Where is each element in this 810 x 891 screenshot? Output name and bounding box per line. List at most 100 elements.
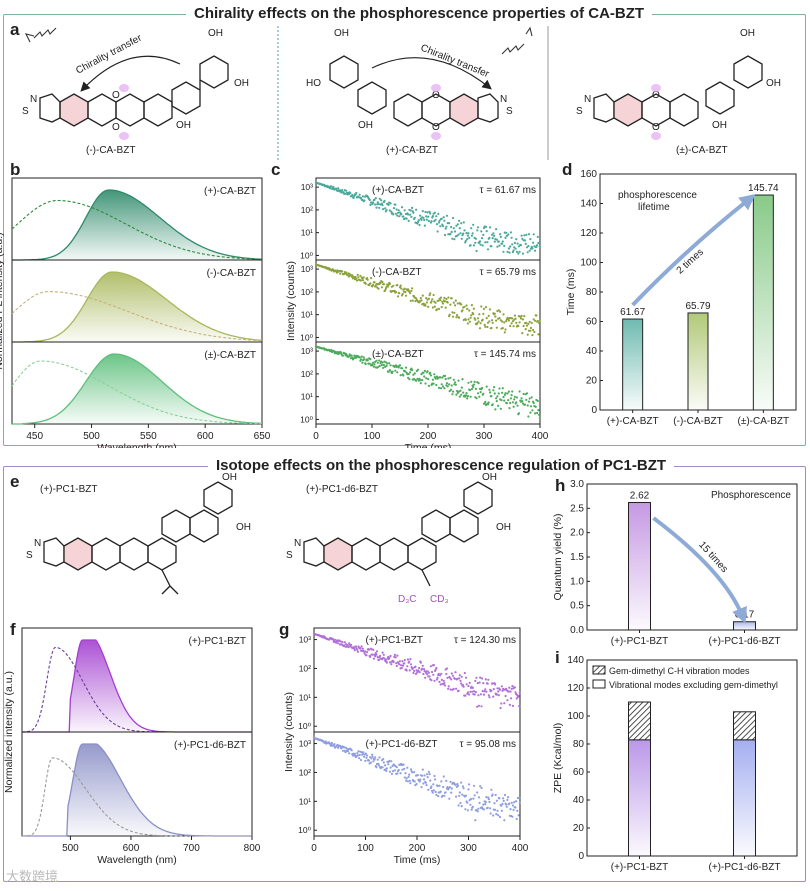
category-label: (-)-CA-BZT xyxy=(673,416,722,427)
atom-n1: N xyxy=(30,94,37,105)
y-tick-label: 40 xyxy=(586,346,598,357)
y-axis-label: Intensity (counts) xyxy=(283,692,295,772)
y-tick-label: 10⁰ xyxy=(298,825,311,835)
y-tick-label: 1.0 xyxy=(570,576,584,587)
bar-1 xyxy=(733,621,756,631)
y-tick-label: 10¹ xyxy=(301,392,313,402)
y-tick-label: 120 xyxy=(567,683,584,694)
y-tick-label: 40 xyxy=(573,795,585,806)
y-tick-label: 160 xyxy=(580,169,597,180)
category-label: (±)-CA-BZT xyxy=(738,416,790,427)
atom-s1: S xyxy=(22,106,29,117)
x-tick-label: 650 xyxy=(254,431,270,442)
atom-ho-mid2: HO xyxy=(306,78,321,89)
excitation-line-2 xyxy=(11,360,263,425)
y-tick-label: 1.5 xyxy=(570,552,584,563)
decay-points-0 xyxy=(312,632,521,710)
x-tick-label: 700 xyxy=(183,843,200,854)
atom-oh-e4: OH xyxy=(496,522,511,533)
bar-value-label-0: 61.67 xyxy=(620,307,645,318)
molecule-rac-ca-bzt xyxy=(593,55,763,127)
cd3-left: D₃C xyxy=(398,594,417,605)
bar-1 xyxy=(687,312,709,411)
x-tick-label: 300 xyxy=(476,431,493,442)
decay-label-1: (-)-CA-BZT xyxy=(372,267,421,278)
y-tick-label: 10¹ xyxy=(301,310,313,320)
series-label-1: (+)-PC1-d6-BZT xyxy=(174,740,246,751)
bar-0 xyxy=(628,501,651,631)
bar-value-label-0: 2.62 xyxy=(630,490,650,501)
y-tick-label: 0.0 xyxy=(570,625,584,636)
atom-o-right2: O xyxy=(652,122,660,133)
atom-s-e2: S xyxy=(286,550,293,561)
y-tick-label: 10⁰ xyxy=(300,250,313,260)
x-tick-label: 500 xyxy=(62,843,79,854)
panel-f-chart: (+)-PC1-BZT (+)-PC1-d6-BZT 500 600 700 800 Wav… xyxy=(3,627,261,866)
decay-points-1 xyxy=(314,263,541,337)
section1-title: Chirality effects on the phosphorescence… xyxy=(186,5,653,22)
decay-label-1: (+)-PC1-d6-BZT xyxy=(366,739,438,750)
legend-swatch-plain xyxy=(592,679,606,689)
series-label-0: (+)-CA-BZT xyxy=(204,186,256,197)
emission-line-1 xyxy=(12,271,263,343)
category-label: (+)-CA-BZT xyxy=(607,416,659,427)
x-tick-label: 500 xyxy=(83,431,100,442)
atom-oh-right3: OH xyxy=(712,120,727,131)
y-tick-label: 3.0 xyxy=(570,479,584,490)
atom-n-e2: N xyxy=(294,538,301,549)
x-tick-label: 100 xyxy=(364,431,381,442)
panel-a-structures: O O N S OH OH OH Chirality transfer OH H… xyxy=(22,26,781,160)
atom-oh1: OH xyxy=(208,28,223,39)
category-label: (+)-PC1-d6-BZT xyxy=(709,636,781,647)
x-tick-label: 200 xyxy=(409,843,426,854)
y-tick-label: 10² xyxy=(301,287,313,297)
lone-pair-icon xyxy=(119,132,129,140)
atom-oh-right2: OH xyxy=(766,78,781,89)
legend-plain-label: Vibrational modes excluding gem-dimethyl xyxy=(609,680,778,690)
panel-c-chart: 10⁰ 10¹ 10² 10³ (+)-CA-BZT τ = 61.67 ms 10⁰ 10¹… xyxy=(285,177,549,448)
panel-letter-e: e xyxy=(10,472,20,491)
y-tick-label: 10³ xyxy=(301,182,313,192)
cd3-right: CD₃ xyxy=(430,594,449,605)
panel-letter-d: d xyxy=(562,160,573,179)
series-label-2: (±)-CA-BZT xyxy=(204,350,256,361)
y-tick-label: 60 xyxy=(586,317,598,328)
atom-o-right1: O xyxy=(652,90,660,101)
atom-n-e1: N xyxy=(34,538,41,549)
emission-fill-0 xyxy=(22,640,252,732)
panel-g-chart: 10⁰ 10¹ 10² 10³ (+)-PC1-BZT τ = 124.30 ms 10⁰ 1… xyxy=(283,627,529,866)
panel-letter-b: b xyxy=(10,160,21,179)
emission-line-0 xyxy=(12,189,263,261)
y-tick-label: 20 xyxy=(586,376,598,387)
atom-oh-mid3: OH xyxy=(358,120,373,131)
panel-letter-h: h xyxy=(555,476,566,495)
atom-n-mid: N xyxy=(500,94,507,105)
excitation-line-0 xyxy=(21,646,252,733)
x-tick-label: 600 xyxy=(197,431,214,442)
trend-arrow xyxy=(652,516,747,624)
bar-value-label-2: 145.74 xyxy=(748,183,779,194)
x-tick-label: 400 xyxy=(532,431,549,442)
atom-oh-right1: OH xyxy=(740,28,755,39)
decay-tau-2: τ = 145.74 ms xyxy=(474,349,536,360)
y-tick-label: 60 xyxy=(573,767,585,778)
mol-label-pc1: (+)-PC1-BZT xyxy=(40,484,98,495)
y-tick-label: 10² xyxy=(299,663,311,673)
mol-label-plus: (+)-CA-BZT xyxy=(386,145,438,156)
emission-fill-0 xyxy=(12,190,262,260)
excitation-line-1 xyxy=(11,291,263,342)
y-tick-label: 10² xyxy=(301,369,313,379)
y-tick-label: 10¹ xyxy=(301,228,313,238)
emission-line-2 xyxy=(12,353,263,425)
decay-tau-0: τ = 124.30 ms xyxy=(454,635,516,646)
molecule-plus-ca-bzt xyxy=(329,55,499,127)
panel-b-chart: (+)-CA-BZT (-)-CA-BZT (±)-CA-BZT 450 500 550 6… xyxy=(0,177,270,448)
decay-tau-1: τ = 95.08 ms xyxy=(460,739,516,750)
x-tick-label: 450 xyxy=(26,431,43,442)
decay-points-0 xyxy=(314,181,541,255)
panel-i-chart: 0 20 40 60 80 100 120 140 ZPE (Kcal/mol) (+)-PC1-… xyxy=(553,655,798,873)
decay-tau-1: τ = 65.79 ms xyxy=(480,267,536,278)
emission-fill-1 xyxy=(22,744,252,836)
y-axis-label: Quantum yield (%) xyxy=(553,514,564,601)
legend-phosphorescence: Phosphorescence xyxy=(711,490,791,501)
